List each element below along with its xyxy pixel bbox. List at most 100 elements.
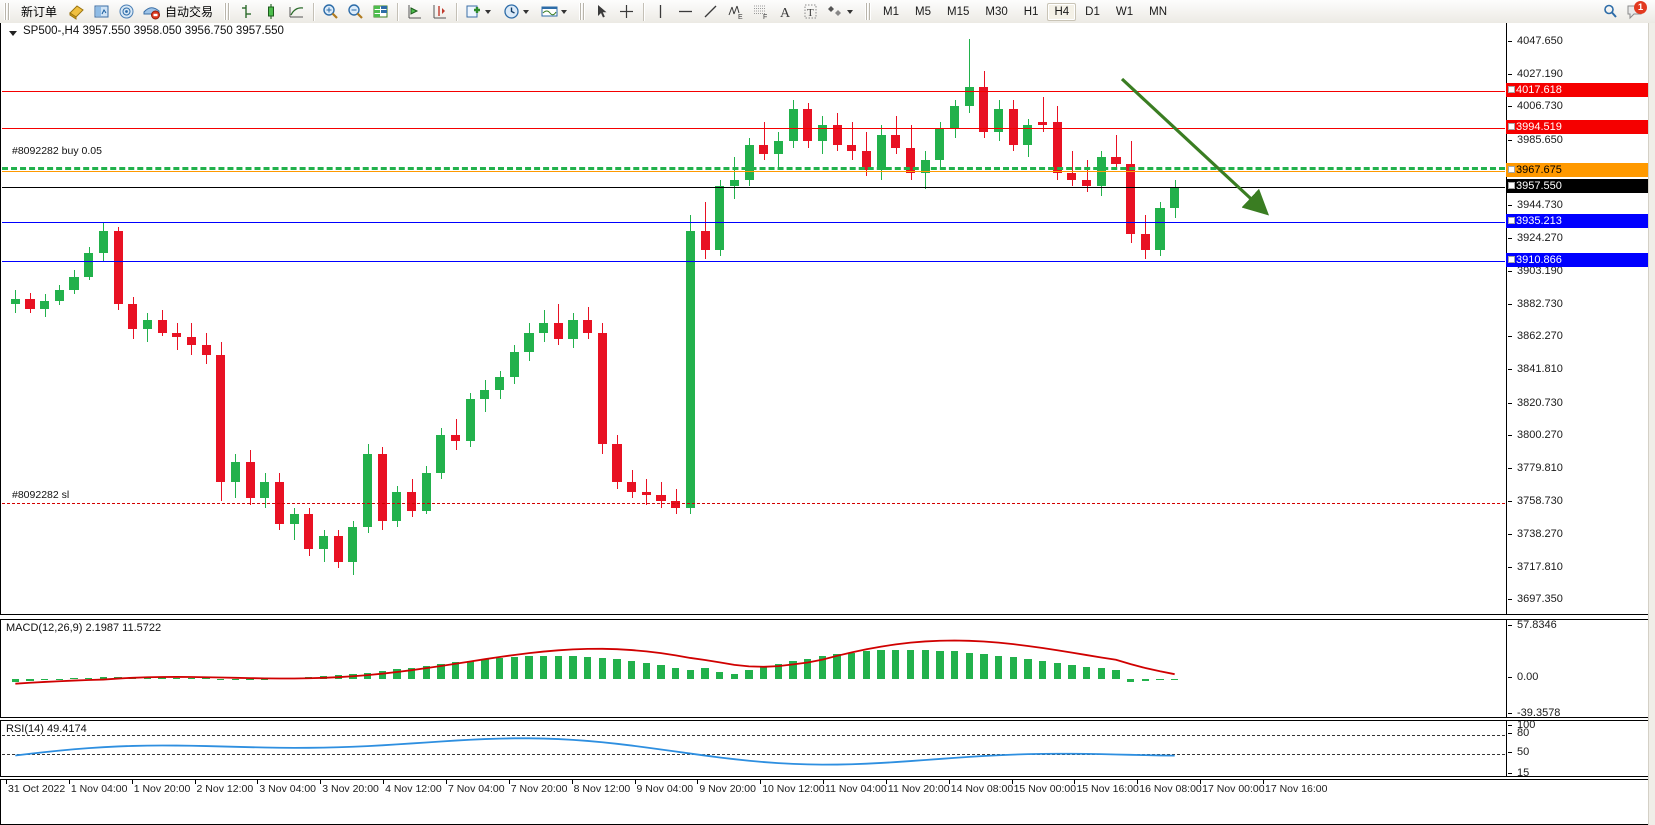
macd-histogram-bar: [11, 678, 19, 683]
price-level-label-take-profit[interactable]: 3967.675: [1506, 162, 1654, 177]
crosshair-icon: [617, 2, 636, 21]
timeframe-h1[interactable]: H1: [1023, 5, 1039, 18]
macd-histogram-bar: [246, 678, 254, 680]
label-button[interactable]: T: [798, 1, 823, 22]
price-level-label-support-1[interactable]: 3935.213: [1506, 214, 1654, 229]
price-level-line[interactable]: [2, 90, 1505, 92]
price-level-label-resistance-2[interactable]: 3994.519: [1506, 119, 1654, 134]
data-window-button[interactable]: [368, 1, 393, 22]
shift-end-button[interactable]: [427, 1, 452, 22]
rsi-plot[interactable]: [2, 722, 1505, 775]
timeframe-m15[interactable]: M15: [947, 5, 970, 18]
horizontal-line-button[interactable]: [673, 1, 698, 22]
vertical-scrollbar[interactable]: [1648, 23, 1655, 825]
price-level-line[interactable]: [2, 127, 1505, 129]
toolbar-grip[interactable]: [4, 3, 10, 20]
timeframe-w1[interactable]: W1: [1115, 5, 1134, 18]
templates-button[interactable]: [537, 1, 575, 22]
bar-chart-button[interactable]: [234, 1, 259, 22]
fibonacci-icon: F: [751, 2, 770, 21]
rsi-scale[interactable]: 100 80 50 15: [1506, 720, 1654, 779]
toolbar-separator-2: [397, 2, 399, 21]
macd-histogram-bar: [495, 658, 504, 679]
timeframe-m30[interactable]: M30: [985, 5, 1008, 18]
chevron-down-icon-2[interactable]: [523, 9, 530, 14]
order-buy-label: #8092282 buy 0.05: [12, 144, 102, 157]
line-chart-button[interactable]: [284, 1, 309, 22]
price-level-line[interactable]: [2, 186, 1505, 188]
trendline-button[interactable]: [698, 1, 723, 22]
macd-histogram-bar: [569, 656, 577, 679]
rsi-panel[interactable]: RSI(14) 49.4174 100 80 50 15: [0, 720, 1655, 779]
notifications-button[interactable]: 1: [1623, 0, 1649, 22]
price-level-label-current-price[interactable]: 3957.550: [1506, 178, 1654, 193]
price-level-line[interactable]: [2, 222, 1505, 224]
candle-body: [98, 230, 108, 253]
indicators-button[interactable]: [64, 1, 89, 22]
down-trend-arrow[interactable]: [2, 24, 1505, 613]
price-level-line[interactable]: [2, 503, 1505, 505]
chart-area[interactable]: SP500-,H4 3957.550 3958.050 3956.750 395…: [0, 23, 1655, 825]
market-watch-button[interactable]: [89, 1, 114, 22]
toolbar-grip-4[interactable]: [865, 3, 872, 20]
crosshair-button[interactable]: [614, 1, 639, 22]
macd-histogram-bar: [657, 665, 665, 679]
time-axis[interactable]: 31 Oct 2022 1 Nov 04:00 1 Nov 20:00 2 Nov 1…: [0, 779, 1655, 825]
notification-balloon-icon: 1: [1626, 0, 1647, 21]
search-button[interactable]: [1598, 1, 1623, 22]
candle-body: [1096, 157, 1106, 186]
candle-body: [1067, 173, 1077, 180]
chevron-down-icon-3[interactable]: [561, 9, 568, 14]
chevron-down-icon[interactable]: [485, 9, 492, 14]
candle-wick: [1086, 160, 1088, 193]
candlestick-chart-button[interactable]: [259, 1, 284, 22]
price-plot[interactable]: #8092282 buy 0.05 #8092282 sl: [2, 24, 1505, 613]
elliott-wave-button[interactable]: E: [723, 1, 748, 22]
price-level-line[interactable]: [2, 170, 1505, 172]
macd-plot[interactable]: [2, 621, 1505, 716]
chevron-down-icon-4[interactable]: [847, 9, 854, 14]
toolbar-grip-3[interactable]: [579, 3, 586, 20]
new-order-button[interactable]: 新订单: [14, 1, 64, 22]
zoom-out-button[interactable]: [343, 1, 368, 22]
auto-trading-button[interactable]: 自动交易: [139, 1, 220, 22]
price-level-line[interactable]: [2, 261, 1505, 263]
candle-body: [348, 526, 358, 562]
timeframe-m5[interactable]: M5: [915, 5, 931, 18]
macd-histogram-bar: [965, 652, 973, 679]
candle-body: [318, 536, 329, 550]
candle-body: [113, 230, 123, 304]
timeframe-h4[interactable]: H4: [1047, 2, 1077, 21]
signals-button[interactable]: [114, 1, 139, 22]
toolbar-separator-1: [313, 2, 315, 21]
timeframe-d1[interactable]: D1: [1085, 5, 1100, 18]
price-level-label-resistance-1[interactable]: 4017.618: [1506, 82, 1654, 97]
fibonacci-button[interactable]: F: [748, 1, 773, 22]
shift-start-button[interactable]: [402, 1, 427, 22]
macd-histogram-bar: [1038, 661, 1047, 679]
zoom-in-button[interactable]: [318, 1, 343, 22]
candle-wick: [1042, 96, 1044, 132]
macd-histogram-bar: [26, 678, 34, 682]
vertical-line-button[interactable]: [648, 1, 673, 22]
macd-scale[interactable]: 57.8346 0.00 -39.3578: [1506, 620, 1654, 719]
price-level-line[interactable]: [2, 166, 1505, 170]
timeframe-m1[interactable]: M1: [883, 5, 900, 18]
price-panel[interactable]: SP500-,H4 3957.550 3958.050 3956.750 395…: [0, 23, 1655, 615]
price-scale[interactable]: 4047.6504027.1904006.7303985.6503965.190…: [1506, 23, 1654, 614]
price-level-label-support-2[interactable]: 3910.866: [1506, 253, 1654, 268]
macd-histogram-bar: [466, 660, 474, 679]
candle-body: [392, 491, 402, 521]
indicators-icon: [67, 2, 86, 21]
macd-panel[interactable]: MACD(12,26,9) 2.1987 11.5722 57.8346 0.00…: [0, 619, 1655, 719]
add-indicator-button[interactable]: [461, 1, 499, 22]
shapes-button[interactable]: [823, 1, 861, 22]
text-button[interactable]: A: [773, 1, 798, 22]
chart-menu-caret-icon[interactable]: [9, 31, 17, 36]
macd-histogram-bar: [818, 656, 827, 679]
toolbar-grip-2[interactable]: [224, 3, 231, 20]
cursor-button[interactable]: [589, 1, 614, 22]
timeframe-mn[interactable]: MN: [1149, 5, 1167, 18]
macd-histogram-bar: [217, 678, 225, 680]
period-button[interactable]: [499, 1, 537, 22]
